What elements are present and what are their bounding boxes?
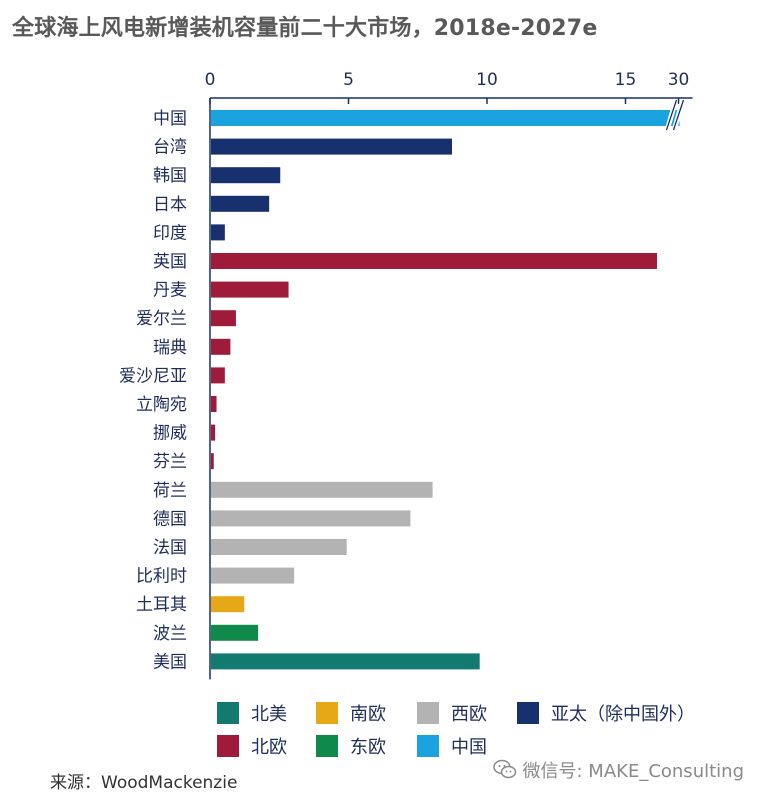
source-note: 来源：WoodMackenzie — [50, 773, 238, 793]
axis-break-mark — [665, 99, 678, 131]
legend-item: 西欧 — [417, 700, 487, 726]
chart-title: 全球海上风电新增装机容量前二十大市场，2018e-2027e — [12, 16, 598, 41]
bar — [211, 624, 259, 641]
legend-swatch — [316, 702, 338, 724]
bar — [211, 596, 245, 613]
bar — [211, 567, 295, 584]
wechat-icon — [492, 759, 516, 779]
bar — [211, 138, 452, 155]
bar — [211, 167, 281, 184]
x-tick-label: 10 — [476, 70, 498, 90]
legend-label: 南欧 — [350, 704, 386, 725]
legend-item: 北欧 — [217, 733, 287, 759]
legend-swatch — [417, 735, 439, 757]
bar — [211, 281, 289, 298]
category-label: 丹麦 — [153, 281, 187, 301]
legend-label: 亚太（除中国外） — [551, 704, 695, 725]
category-label: 比利时 — [136, 567, 187, 587]
category-label: 立陶宛 — [136, 395, 187, 415]
legend-label: 北欧 — [251, 737, 287, 758]
bar — [211, 224, 225, 241]
legend-item: 东欧 — [316, 733, 386, 759]
x-tick-label: 5 — [343, 70, 354, 90]
bar — [211, 195, 270, 212]
category-label: 日本 — [153, 195, 187, 215]
category-label: 荷兰 — [153, 481, 187, 501]
category-label: 土耳其 — [136, 595, 187, 615]
legend-label: 东欧 — [350, 737, 386, 758]
category-label: 美国 — [153, 652, 187, 672]
x-tick-label: 15 — [615, 70, 637, 90]
x-tick-label: 30 — [668, 70, 690, 90]
legend-swatch — [316, 735, 338, 757]
bar — [211, 367, 225, 384]
bar — [211, 653, 480, 670]
legend-swatch — [217, 702, 239, 724]
bar — [211, 424, 216, 441]
legend-item: 中国 — [417, 733, 487, 759]
category-label: 爱沙尼亚 — [119, 366, 187, 386]
category-label: 挪威 — [153, 424, 187, 444]
legend-swatch — [517, 702, 539, 724]
category-label: 德国 — [153, 509, 187, 529]
category-label: 芬兰 — [153, 452, 187, 472]
category-label: 中国 — [153, 109, 187, 129]
legend-item: 南欧 — [316, 700, 386, 726]
x-tick-label: 0 — [205, 70, 216, 90]
category-label: 爱尔兰 — [136, 309, 187, 329]
bar — [211, 481, 433, 498]
category-label: 印度 — [153, 223, 187, 243]
category-label: 法国 — [153, 538, 187, 558]
bar — [211, 510, 411, 527]
legend-item: 北美 — [217, 700, 287, 726]
legend-swatch — [417, 702, 439, 724]
legend-swatch — [217, 735, 239, 757]
bar-chart: 0 5 10 15 30 中国台湾韩国日本印度英国丹麦爱尔兰瑞典爱沙尼亚立陶宛挪威芬兰荷兰… — [119, 70, 693, 680]
axis-break-mark — [672, 99, 685, 131]
category-label: 韩国 — [153, 166, 187, 186]
bar — [211, 539, 347, 555]
legend-label: 中国 — [451, 737, 487, 758]
bar — [211, 110, 680, 126]
category-label: 波兰 — [153, 624, 187, 644]
watermark-text: 微信号: MAKE_Consulting — [522, 761, 744, 782]
category-label: 英国 — [153, 252, 187, 272]
bar — [211, 310, 236, 327]
bar — [211, 338, 231, 355]
bar — [211, 253, 657, 269]
category-label: 瑞典 — [153, 338, 187, 358]
legend-item: 亚太（除中国外） — [517, 700, 695, 726]
watermark: 微信号: MAKE_Consulting — [492, 757, 744, 783]
legend-label: 西欧 — [451, 704, 487, 725]
bar — [211, 453, 214, 470]
category-label: 台湾 — [153, 138, 187, 158]
bar — [211, 396, 217, 412]
legend-label: 北美 — [251, 704, 287, 725]
